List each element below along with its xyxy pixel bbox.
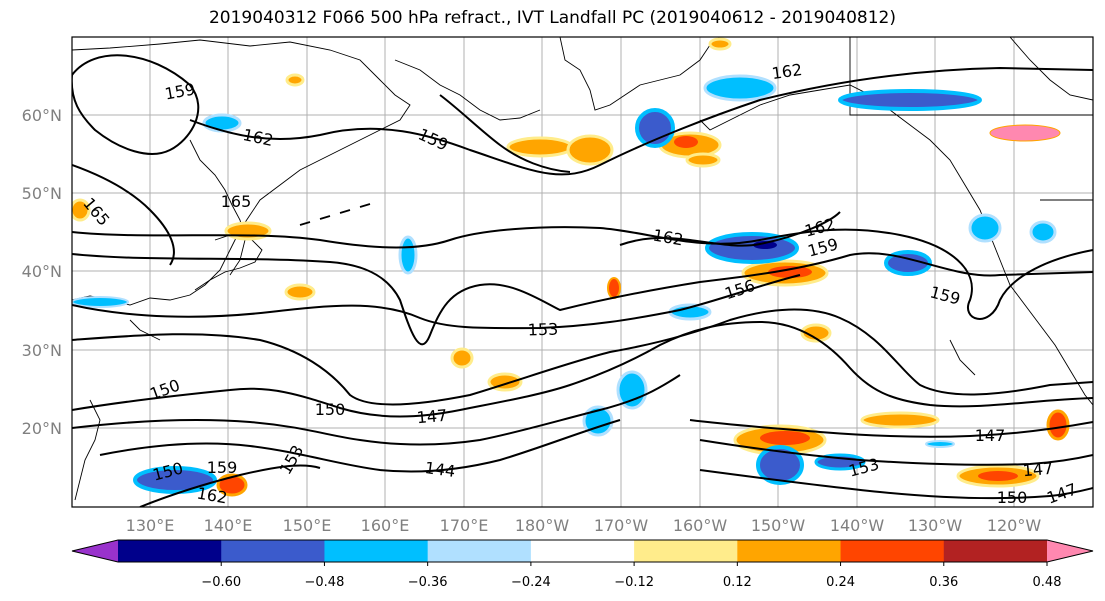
colorbar-tick-label: 0.12 <box>723 575 752 590</box>
lon-label: 160°E <box>361 516 410 535</box>
colorbar-tick-label: 0.36 <box>929 575 958 590</box>
colorbar-extend-max <box>1047 540 1093 562</box>
colorbar-tick-labels: −0.60 −0.48 −0.36 −0.24 −0.12 0.12 0.24 0.36 0.4… <box>201 562 1062 590</box>
contour-label: 159 <box>207 458 238 477</box>
lat-label: 30°N <box>22 341 62 360</box>
colorbar-segment <box>737 540 842 562</box>
longitude-labels: 130°E 140°E 150°E 160°E 170°E 180°W 170°… <box>126 516 1042 535</box>
contour-label: 162 <box>770 60 803 83</box>
colorbar-segment <box>840 540 945 562</box>
lon-label: 150°W <box>751 516 806 535</box>
colorbar-segment <box>530 540 635 562</box>
colorbar-outline <box>71 539 1094 563</box>
colorbar-segment <box>221 540 325 562</box>
lon-label: 180°W <box>515 516 570 535</box>
map-frame <box>71 36 1094 508</box>
contour-label: 150 <box>315 400 346 419</box>
lon-label: 140°W <box>830 516 885 535</box>
colorbar-tick-label: 0.48 <box>1033 575 1062 590</box>
colorbar-tick-label: −0.36 <box>408 575 448 590</box>
lat-label: 50°N <box>22 184 62 203</box>
colorbar-tick-label: −0.24 <box>511 575 551 590</box>
contour-label: 153 <box>527 319 558 339</box>
lat-label: 60°N <box>22 106 62 125</box>
lon-label: 170°W <box>594 516 649 535</box>
colorbar-segment <box>634 540 738 562</box>
latitude-labels: 60°N 50°N 40°N 30°N 20°N <box>22 106 62 438</box>
contour-label: 147 <box>416 406 448 428</box>
contour-label: 150 <box>997 488 1028 507</box>
contour-label: 165 <box>221 192 252 211</box>
colorbar-tick-label: −0.12 <box>614 575 654 590</box>
contour-label: 147 <box>1022 459 1054 481</box>
colorbar-segment <box>324 540 429 562</box>
colorbar-tick-label: −0.60 <box>201 575 241 590</box>
lon-label: 150°E <box>283 516 332 535</box>
colorbar <box>71 539 1094 563</box>
ivt-negative-patches <box>72 74 1057 494</box>
coastlines <box>72 37 1093 501</box>
lon-label: 170°E <box>440 516 489 535</box>
lon-label: 130°E <box>126 516 175 535</box>
map-title: 2019040312 F066 500 hPa refract., IVT La… <box>208 8 896 28</box>
colorbar-segment <box>118 540 222 562</box>
contour-label: 144 <box>424 458 457 481</box>
lon-label: 120°W <box>987 516 1042 535</box>
lon-label: 160°W <box>673 516 728 535</box>
lon-label: 140°E <box>204 516 253 535</box>
lat-label: 40°N <box>22 262 62 281</box>
lon-label: 130°W <box>908 516 963 535</box>
colorbar-segment <box>943 540 1048 562</box>
colorbar-tick-label: −0.48 <box>305 575 345 590</box>
contour-label: 147 <box>975 426 1006 445</box>
lat-label: 20°N <box>22 419 62 438</box>
colorbar-extend-min <box>72 540 118 562</box>
colorbar-tick-label: 0.24 <box>826 575 855 590</box>
colorbar-segment <box>427 540 532 562</box>
refractivity-contours <box>72 54 1093 507</box>
